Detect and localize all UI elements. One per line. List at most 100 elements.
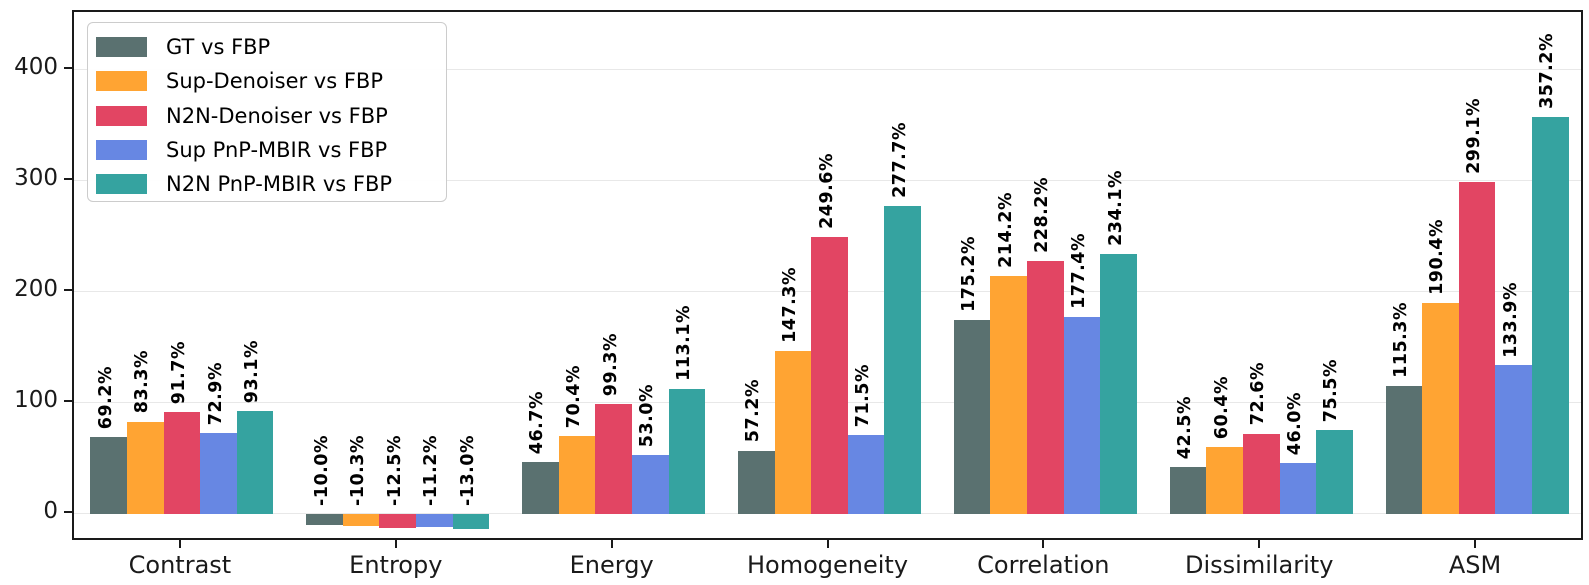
bar-value-label: 115.3% — [1390, 302, 1411, 379]
bar-energy-series2 — [595, 403, 632, 515]
legend-swatch — [96, 37, 147, 58]
bar-value-label: 277.7% — [889, 121, 910, 198]
x-tick-mark — [826, 540, 829, 548]
y-tick-mark — [64, 177, 72, 180]
legend-label: GT vs FBP — [166, 35, 271, 60]
bar-value-label: 214.2% — [995, 192, 1016, 269]
bar-correlation-series4 — [1100, 254, 1137, 515]
bar-value-label: 190.4% — [1427, 218, 1448, 295]
bar-value-label: 91.7% — [168, 341, 189, 405]
y-tick-mark — [64, 511, 72, 514]
x-category-label-entropy: Entropy — [349, 551, 443, 579]
legend-label: N2N-Denoiser vs FBP — [166, 103, 388, 128]
bar-value-label: 93.1% — [242, 339, 263, 403]
bar-value-label: 75.5% — [1321, 359, 1342, 423]
gridline-y400 — [74, 68, 1581, 70]
bar-correlation-series2 — [1027, 260, 1064, 515]
bar-contrast-series4 — [236, 410, 274, 515]
bar-value-label: 46.7% — [527, 391, 548, 455]
bar-value-label: -11.2% — [421, 435, 442, 507]
bar-asm-series4 — [1531, 117, 1569, 515]
y-tick-label: 100 — [14, 387, 58, 414]
bar-asm-series3 — [1495, 365, 1532, 515]
bar-value-label: 249.6% — [816, 153, 837, 229]
bar-value-label: 70.4% — [564, 364, 585, 428]
bar-homogeneity-series4 — [884, 205, 921, 515]
legend-swatch — [96, 105, 147, 126]
bar-correlation-series3 — [1063, 317, 1101, 515]
bar-homogeneity-series3 — [847, 434, 885, 515]
bar-value-label: 42.5% — [1175, 395, 1195, 459]
y-tick-mark — [64, 400, 72, 403]
bar-homogeneity-series2 — [811, 236, 848, 515]
bar-value-label: 53.0% — [637, 384, 658, 448]
bar-value-label: 99.3% — [600, 332, 621, 396]
bar-correlation-series0 — [953, 319, 991, 515]
x-tick-mark — [1042, 540, 1045, 548]
bar-value-label: 299.1% — [1464, 98, 1485, 174]
legend-label: N2N PnP-MBIR vs FBP — [166, 171, 393, 196]
bar-value-label: 234.1% — [1105, 170, 1126, 247]
bar-value-label: 83.3% — [132, 350, 153, 414]
bar-value-label: 57.2% — [743, 379, 764, 443]
bar-value-label: 228.2% — [1032, 176, 1053, 253]
legend-item-2: N2N-Denoiser vs FBP — [96, 98, 446, 132]
x-category-label-dissimilarity: Dissimilarity — [1185, 551, 1334, 579]
y-tick-mark — [64, 289, 72, 291]
bar-value-label: 357.2% — [1537, 33, 1558, 110]
y-tick-label: 300 — [14, 164, 58, 191]
bar-energy-series1 — [558, 436, 596, 515]
gridline-y300 — [74, 179, 1581, 181]
bar-value-label: 177.4% — [1068, 233, 1089, 310]
bar-value-label: -10.3% — [348, 435, 369, 507]
bar-dissimilarity-series4 — [1316, 430, 1353, 515]
bar-value-label: 69.2% — [95, 366, 116, 430]
legend-label: Sup PnP-MBIR vs FBP — [166, 137, 388, 162]
bar-entropy-series3 — [416, 514, 453, 527]
bar-value-label: 133.9% — [1500, 281, 1521, 358]
x-category-label-energy: Energy — [569, 551, 654, 579]
x-tick-mark — [1474, 540, 1477, 548]
bar-value-label: -13.0% — [457, 435, 478, 507]
bar-value-label: 71.5% — [853, 363, 874, 427]
y-tick-label: 200 — [14, 276, 58, 302]
x-tick-mark — [394, 540, 397, 548]
bar-asm-series1 — [1422, 302, 1459, 515]
legend: GT vs FBP Sup-Denoiser vs FBP N2N-Denoiser… — [87, 22, 447, 202]
bar-energy-series0 — [522, 462, 559, 515]
x-category-label-homogeneity: Homogeneity — [746, 551, 909, 579]
bar-correlation-series1 — [990, 276, 1028, 515]
legend-label: Sup-Denoiser vs FBP — [166, 69, 383, 94]
legend-swatch — [96, 71, 147, 92]
x-tick-mark — [178, 540, 181, 548]
bar-asm-series2 — [1458, 181, 1496, 515]
bar-value-label: 175.2% — [959, 235, 980, 312]
y-tick-label: 400 — [14, 53, 58, 80]
bar-value-label: 72.6% — [1248, 362, 1269, 426]
x-tick-mark — [610, 540, 613, 548]
bar-dissimilarity-series1 — [1206, 447, 1243, 515]
bar-homogeneity-series1 — [774, 350, 812, 515]
legend-item-4: N2N PnP-MBIR vs FBP — [96, 167, 446, 201]
bar-value-label: 113.1% — [673, 304, 694, 381]
legend-swatch — [96, 173, 147, 194]
bar-value-label: 60.4% — [1211, 375, 1232, 440]
bar-contrast-series2 — [163, 412, 201, 515]
x-tick-mark — [1258, 540, 1261, 548]
plot-area — [72, 10, 1583, 540]
x-category-label-asm: ASM — [1448, 551, 1502, 579]
bar-entropy-series2 — [379, 514, 417, 529]
bar-contrast-series1 — [127, 421, 164, 515]
bar-contrast-series3 — [200, 433, 237, 515]
legend-item-3: Sup PnP-MBIR vs FBP — [96, 133, 446, 167]
bar-energy-series3 — [631, 455, 669, 515]
bar-value-label: -12.5% — [384, 435, 405, 507]
x-category-label-contrast: Contrast — [128, 551, 232, 579]
bar-contrast-series0 — [90, 437, 128, 515]
bar-value-label: 147.3% — [779, 266, 800, 343]
bar-value-label: -10.0% — [311, 435, 332, 507]
bar-dissimilarity-series0 — [1169, 467, 1207, 515]
bar-dissimilarity-series3 — [1279, 463, 1317, 515]
y-tick-label: 0 — [43, 498, 58, 525]
